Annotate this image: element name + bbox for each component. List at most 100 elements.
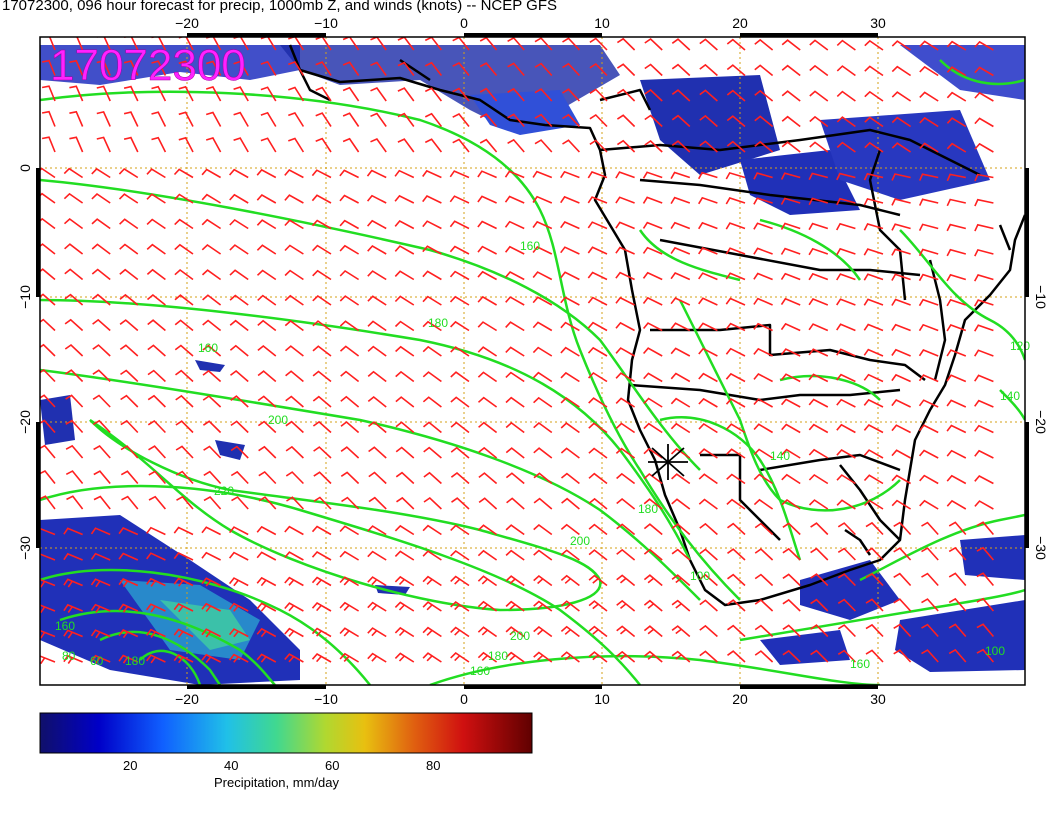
wind-barb [339,320,360,332]
wind-barb [533,651,553,663]
wind-barb [147,394,166,408]
wind-barb [864,90,884,102]
wind-barb [836,298,856,306]
wind-barb [40,243,56,255]
wind-barb [178,111,194,127]
wind-barb [395,345,415,357]
wind-barb [809,90,829,102]
wind-barb [616,139,636,153]
wind-barb [726,498,746,510]
wind-barbs [40,37,995,665]
wind-barb [589,37,608,51]
wind-barb [918,449,939,459]
wind-barb [974,66,994,77]
wind-barb [616,63,636,77]
wind-barb [726,89,746,102]
wind-barb [864,141,884,153]
wind-barb [809,39,829,51]
wind-barb [339,601,360,612]
wind-barb [726,448,746,459]
wind-barb [258,445,277,459]
wind-barb [836,141,856,153]
wind-barb [367,345,387,357]
wind-barb [174,193,194,204]
wind-barb [339,627,360,638]
wind-barb [643,625,663,638]
wind-barb [642,171,663,179]
wind-barb [201,602,221,612]
wind-barb [946,117,967,128]
wind-barb [202,294,222,306]
wind-barb [233,60,249,76]
wind-barb [560,422,580,434]
wind-barb [532,346,553,357]
wind-barb [257,395,277,408]
wind-barb [147,419,166,434]
wind-barb [394,652,415,663]
wind-barb [891,223,911,231]
wind-barb [864,39,884,51]
wind-barb [477,245,497,255]
wind-barb [40,217,56,230]
wind-barb [642,322,663,332]
wind-barb [534,62,553,77]
wind-barb [808,197,829,206]
wind-barb [63,552,83,561]
wind-barb [919,142,939,153]
wind-barb [91,268,111,281]
contour-label: 60 [90,654,104,668]
wind-barb [532,195,553,204]
contour-label: 180 [488,649,508,663]
wind-barb [90,603,111,613]
wind-barb [422,601,442,612]
wind-barb [532,245,553,255]
wind-barb [587,171,608,179]
page-title: 17072300, 096 hour forecast for precip, … [2,0,557,14]
wind-barb [562,62,580,77]
wind-barb [835,222,856,231]
wind-barb [836,197,856,206]
wind-barb [863,449,884,459]
wind-barb [285,395,304,408]
wind-barb [422,194,442,204]
wind-barb [781,64,801,77]
wind-barb [202,344,222,357]
wind-barb [341,496,360,510]
wind-barb [288,61,305,76]
contour-label: 120 [1010,339,1030,353]
wind-barb [754,522,774,536]
wind-barb [93,470,111,485]
wind-barb [589,88,608,102]
wind-barb [562,139,580,153]
wind-barb [395,421,415,434]
wind-barb [946,198,966,207]
wind-barb [533,497,553,510]
wind-barb [93,495,111,510]
wind-barb [643,472,663,485]
wind-barb [119,268,139,281]
wind-barb [643,422,663,434]
wind-barb [64,243,84,255]
wind-barb [893,547,912,561]
wind-barb [946,399,967,408]
wind-barb [201,269,222,281]
wind-barb [175,470,194,485]
wind-barb [229,344,249,357]
wind-barb [810,547,829,561]
wind-barb [781,90,801,102]
wind-barb [644,37,663,51]
wind-barb [753,247,773,255]
wind-barb [699,140,718,153]
wind-barb [64,369,84,383]
plot-frame [36,33,1029,689]
wind-barb [644,114,663,128]
wind-barb [64,268,84,281]
wind-barb [477,346,498,357]
wind-barb [836,273,856,281]
wind-barb [670,447,691,459]
contour-label: 180 [125,654,145,668]
wind-barb [504,220,525,230]
wind-barb [366,219,387,230]
wind-barb [174,268,194,281]
wind-barb [394,524,415,536]
